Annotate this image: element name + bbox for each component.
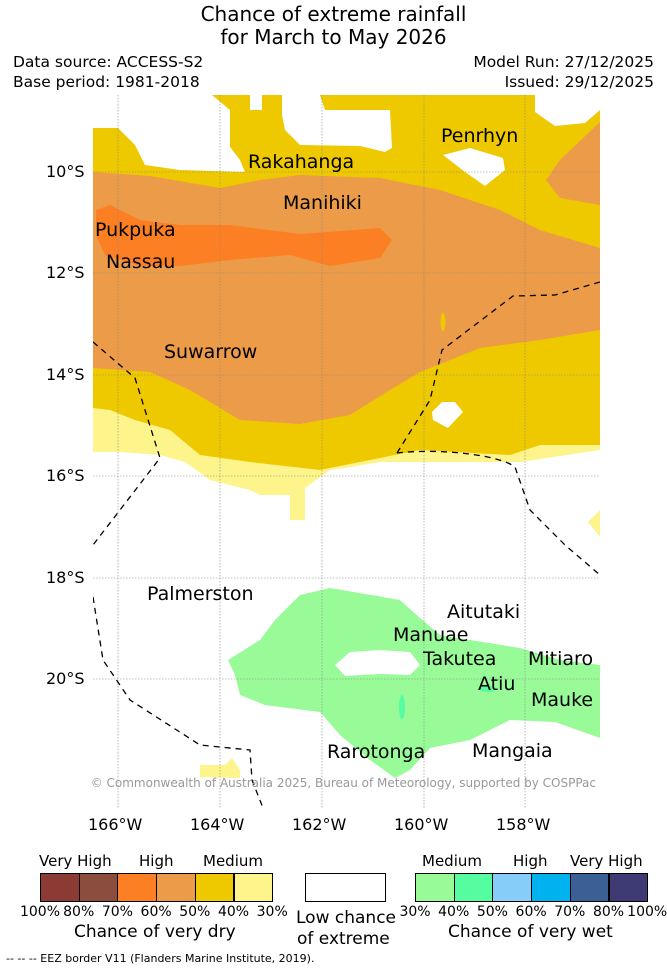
legend-low-chance-label-2: of extreme (297, 929, 390, 949)
legend-swatch (531, 873, 571, 902)
lat-tick: 14°S (46, 365, 85, 384)
island-label: Atiu (478, 673, 516, 695)
island-label: Rarotonga (327, 741, 426, 763)
base-period: Base period: 1981-2018 (13, 73, 200, 91)
legend-wet-medium: Medium (422, 852, 482, 870)
legend-dry-label: Chance of very dry (74, 922, 236, 942)
lat-tick: 20°S (46, 669, 85, 688)
legend-tick: 70% (101, 904, 133, 920)
lon-tick: 160°W (394, 815, 449, 834)
low-chance-area (282, 95, 392, 152)
legend-low-chance-label-1: Low chance (296, 908, 396, 928)
legend-tick: 100% (627, 904, 667, 920)
legend-tick: 60% (515, 904, 547, 920)
legend-swatch (40, 873, 80, 902)
island-label: Mauke (531, 689, 594, 711)
gridlines (93, 95, 600, 808)
island-label: Aitutaki (447, 601, 521, 623)
lon-tick: 164°W (190, 815, 245, 834)
island-label: Suwarrow (164, 341, 258, 363)
lat-tick: 18°S (46, 568, 85, 587)
issued-date: Issued: 29/12/2025 (504, 73, 654, 91)
lon-tick: 158°W (496, 815, 551, 834)
legend-swatch (608, 873, 649, 902)
island-label: Penrhyn (441, 125, 519, 147)
wet-30-40-region (228, 588, 600, 778)
low-chance-area (535, 95, 600, 126)
legend-wet-label: Chance of very wet (448, 922, 613, 942)
legend-swatch (194, 873, 235, 902)
legend-wet-very-high: Very High (570, 852, 643, 870)
legend-swatch (492, 873, 533, 902)
legend-low-chance-swatch (305, 873, 386, 902)
dry-40-50-spot (440, 313, 446, 331)
island-label: Mangaia (472, 740, 553, 762)
legend-tick: 70% (554, 904, 586, 920)
lon-tick: 166°W (88, 815, 143, 834)
legend-tick: 80% (592, 904, 625, 920)
legend-dry-high: High (139, 852, 174, 870)
island-label: Takutea (423, 648, 497, 670)
legend-dry-very-high: Very High (39, 852, 112, 870)
eez-border (93, 281, 600, 808)
lon-tick: 162°W (292, 815, 347, 834)
legend-wet-high: High (513, 852, 548, 870)
legend-swatch (453, 873, 494, 902)
legend-swatch (233, 873, 274, 902)
legend-swatch (117, 873, 158, 902)
model-run: Model Run: 27/12/2025 (473, 53, 654, 71)
low-chance-area (443, 148, 505, 186)
island-label: Manihiki (283, 192, 362, 214)
dry-60-70-region (96, 205, 392, 266)
island-label: Palmerston (147, 583, 254, 605)
island-label: Manuae (393, 624, 469, 646)
data-source: Data source: ACCESS-S2 (13, 53, 204, 71)
copyright: © Commonwealth of Australia 2025, Bureau… (90, 776, 596, 790)
legend-tick: 40% (438, 904, 470, 920)
legend-tick: 80% (63, 904, 95, 920)
low-chance-area (93, 95, 245, 172)
legend-tick: 30% (256, 904, 288, 920)
legend-tick: 50% (179, 904, 211, 920)
legend-swatch (569, 873, 610, 902)
low-chance-area (432, 402, 463, 428)
lat-tick: 16°S (46, 466, 85, 485)
legend-tick: 40% (217, 904, 250, 920)
legend-swatch (415, 873, 455, 902)
legend-swatch (156, 873, 196, 902)
island-label: Rakahanga (248, 151, 355, 173)
island-label: Nassau (106, 251, 176, 273)
eez-note: -- -- -- EEZ border V11 (Flanders Marine… (6, 952, 315, 965)
map-title-line2: for March to May 2026 (220, 25, 447, 49)
legend-tick: 50% (476, 904, 508, 920)
map-title-line1: Chance of extreme rainfall (200, 2, 467, 26)
legend-tick: 30% (399, 904, 431, 920)
legend-tick: 60% (140, 904, 172, 920)
dry-30-40-region-east (588, 510, 600, 537)
legend-swatch (78, 873, 119, 902)
island-label: Mitiaro (528, 648, 594, 670)
island-label: Pukpuka (95, 219, 176, 241)
lat-tick: 12°S (46, 263, 85, 282)
lat-tick: 10°S (46, 162, 85, 181)
low-chance-area (335, 650, 420, 676)
wet-40-50-spot (480, 686, 496, 692)
low-chance-area (250, 95, 262, 110)
wet-40-50-spot (399, 695, 405, 719)
legend-tick: 100% (19, 904, 61, 920)
legend-dry-medium: Medium (203, 852, 263, 870)
